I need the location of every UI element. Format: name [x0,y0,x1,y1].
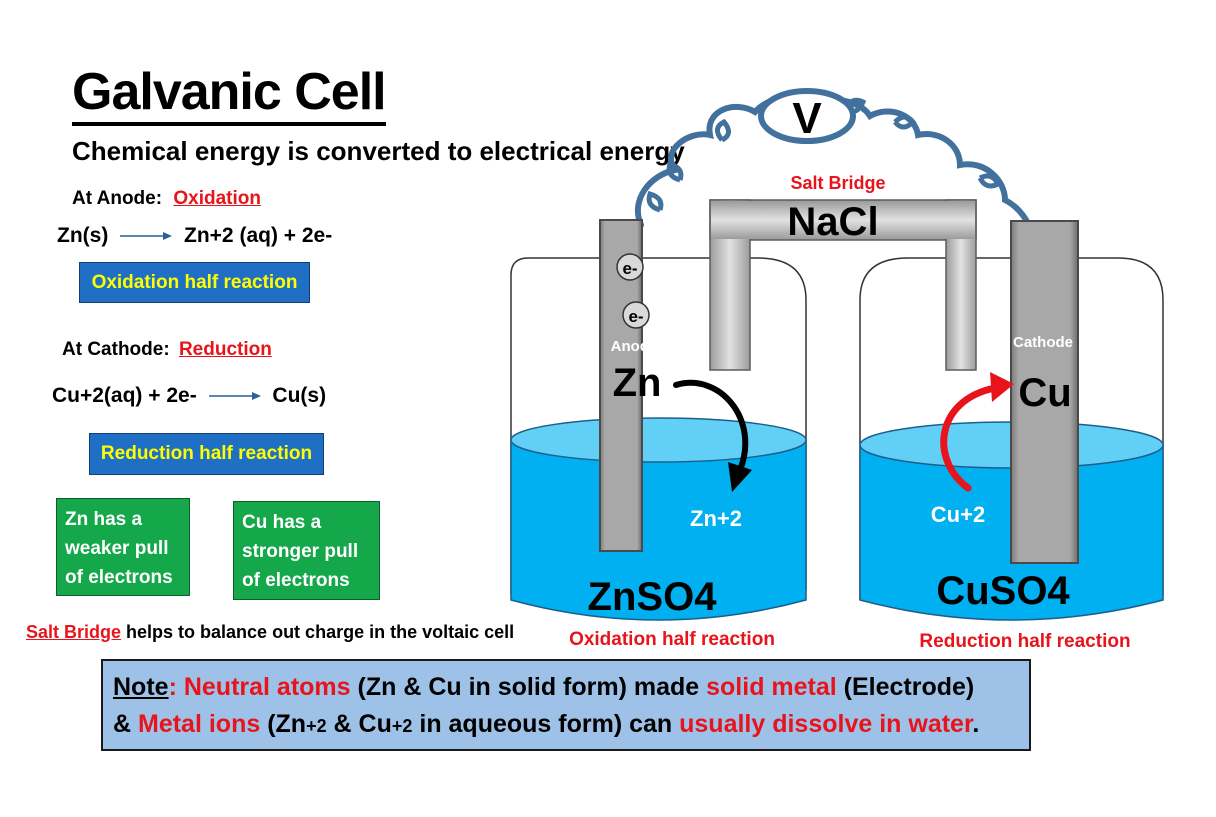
note-solid-metal: solid metal [706,673,837,701]
note-dissolve: usually dissolve in water [679,710,973,738]
cathode-process: Reduction [178,339,272,360]
cathode-equation: Cu+2(aq) + 2e- Cu(s) [52,384,326,408]
anode-process: Oxidation [173,188,261,209]
note-text: (Electrode) [836,673,975,701]
note-text: (Zn [260,710,307,738]
cathode-label: Cathode [1013,334,1073,351]
zn-pull-line1: Zn has a [65,509,143,530]
anode-reactant: Zn(s) [57,224,109,247]
curved-arrow-icon [673,380,752,492]
right-caption: Reduction half reaction [919,631,1130,652]
note-charge: +2 [391,716,413,736]
page-subtitle: Chemical energy is converted to electric… [72,136,685,166]
left-beaker-outline [510,257,807,590]
curved-arrow-icon [940,372,1014,492]
cu-ion-label: Cu+2 [931,502,985,527]
anode-products: Zn+2 (aq) + 2e- [184,224,333,247]
voltmeter-icon [758,88,856,144]
page-title: Galvanic Cell [72,62,387,126]
left-solution-label: ZnSO4 [588,575,718,619]
electron-icon [622,301,650,329]
electron-label-2: e- [628,307,643,326]
note-text: in aqueous form) can [412,710,680,738]
cathode-product: Cu(s) [272,384,327,407]
salt-bridge-note: Salt Bridge helps to balance out charge … [26,622,514,643]
arrow-right-icon [208,392,261,401]
reduction-half-reaction-box: Reduction half reaction [89,433,324,475]
zn-pull-box: Zn has a weaker pull of electrons [56,498,190,596]
anode-metal-label: Zn [613,361,662,405]
cu-pull-box: Cu has a stronger pull of electrons [233,501,380,600]
anode-label: At Anode: [72,188,163,209]
note-text: (Zn & Cu in solid form) made [350,673,707,701]
cathode-electrode [1010,220,1079,564]
note-colon: : [168,673,177,701]
note-box: Note: Neutral atoms (Zn & Cu in solid fo… [101,659,1031,751]
note-charge: +2 [306,716,327,736]
zn-pull-line3: of electrons [65,567,173,588]
salt-bridge-label: Salt Bridge [790,173,885,193]
note-line-2: & Metal ions (Zn+2 & Cu+2 in aqueous for… [113,706,1019,745]
cathode-heading: At Cathode: Reduction [62,339,272,361]
left-caption: Oxidation half reaction [569,629,775,650]
cathode-metal-label: Cu [1018,371,1071,415]
cu-pull-line2: stronger pull [242,541,359,562]
right-solution-label: CuSO4 [936,569,1070,613]
voltmeter-label: V [792,94,822,143]
note-line-1: Note: Neutral atoms (Zn & Cu in solid fo… [113,669,1019,706]
electron-icon [616,253,644,281]
salt-bridge-term: Salt Bridge [26,622,122,642]
anode-equation: Zn(s) Zn+2 (aq) + 2e- [57,224,332,248]
anode-label: Anode [611,338,658,355]
electron-label-1: e- [622,259,637,278]
note-text: & Cu [326,710,392,738]
note-neutral-atoms: Neutral atoms [183,673,351,701]
cathode-label: At Cathode: [62,339,170,360]
salt-bridge-text: helps to balance out charge in the volta… [121,622,515,642]
anode-heading: At Anode: Oxidation [72,188,261,210]
note-text: & [113,710,138,738]
cathode-reactants: Cu+2(aq) + 2e- [52,384,197,407]
zn-ion-label: Zn+2 [690,506,742,531]
note-metal-ions: Metal ions [138,710,261,738]
salt-label: NaCl [787,200,878,244]
cu-pull-line3: of electrons [242,570,350,591]
salt-bridge [709,199,977,371]
note-text: . [972,710,980,738]
note-label: Note [113,673,169,701]
wire-coils [646,97,1002,213]
arrow-right-icon [120,232,173,241]
cu-pull-line1: Cu has a [242,512,322,533]
zn-pull-line2: weaker pull [65,538,169,559]
oxidation-half-reaction-box: Oxidation half reaction [79,262,310,303]
